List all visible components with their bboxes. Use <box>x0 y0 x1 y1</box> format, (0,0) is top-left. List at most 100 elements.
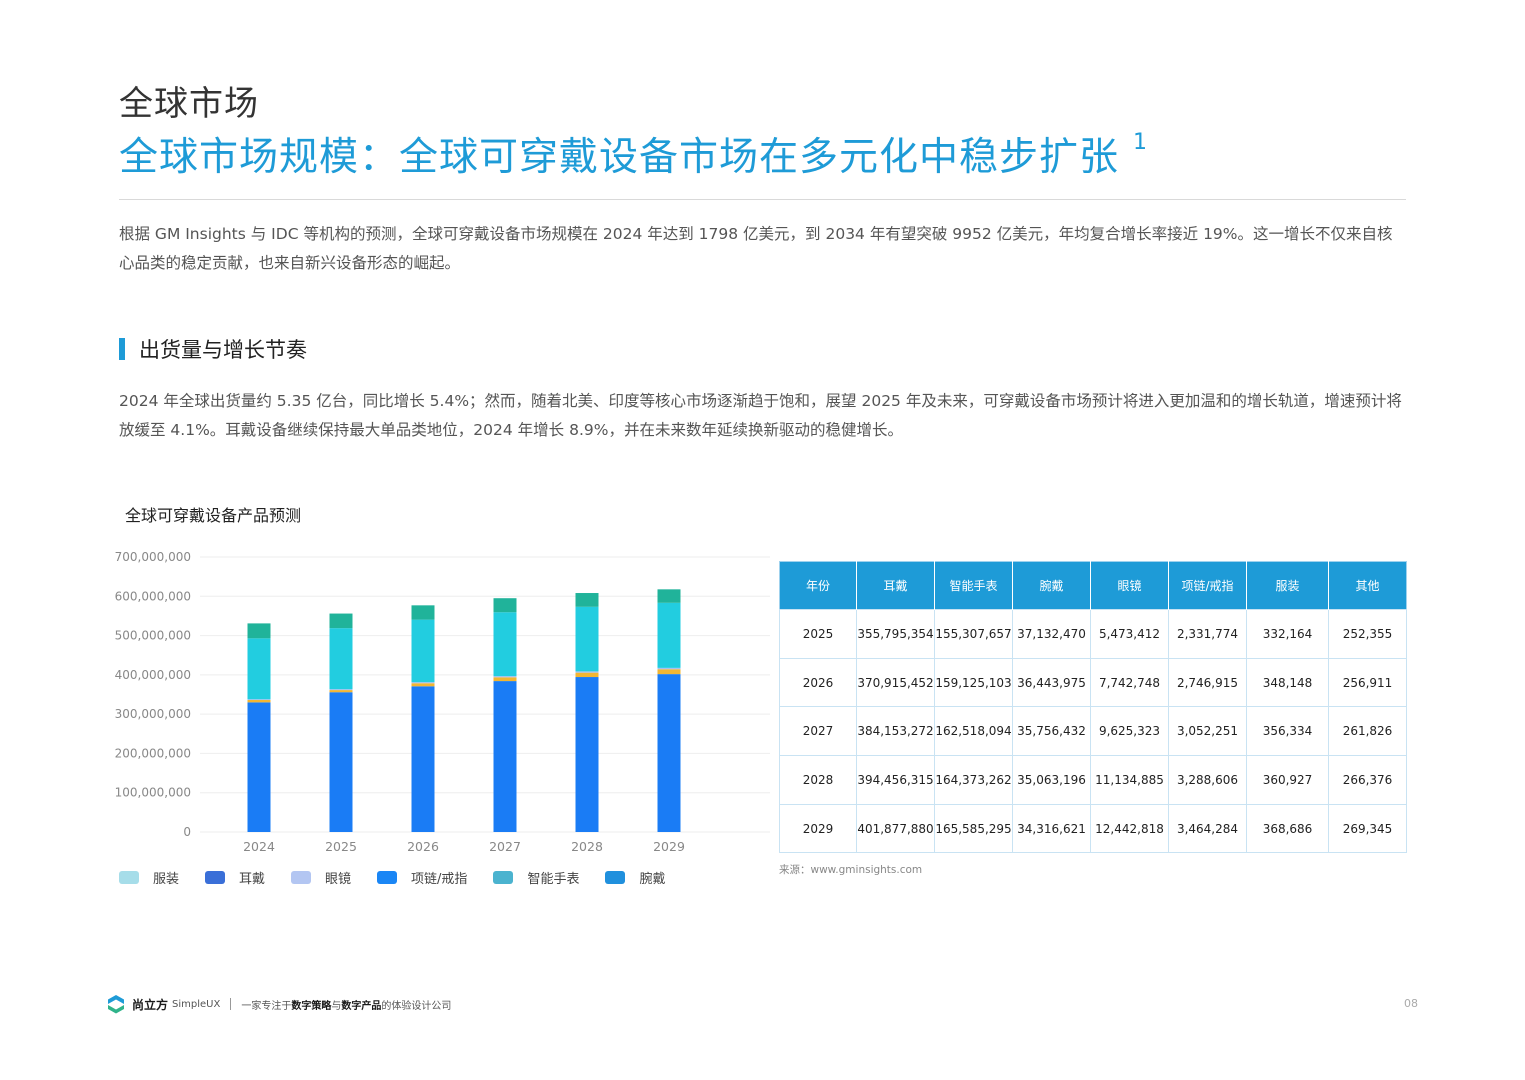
page-title: 全球市场规模：全球可穿戴设备市场在多元化中稳步扩张 1 <box>119 126 1148 182</box>
table-cell: 165,585,295 <box>934 803 1013 854</box>
footer: 尚立方 SimpleUX 一家专注于数字策略与数字产品的体验设计公司 <box>106 993 451 1015</box>
tagline-part: 的体验设计公司 <box>381 1000 452 1012</box>
table-row: 2029 401,877,880 165,585,295 34,316,621 12,4… <box>779 803 1407 854</box>
table-cell: 159,125,103 <box>934 657 1013 708</box>
table-cell: 2029 <box>779 803 857 854</box>
logo-shape <box>108 995 124 1004</box>
table-cell: 394,456,315 <box>856 755 935 805</box>
chart-title: 全球可穿戴设备产品预测 <box>125 506 302 525</box>
table-cell: 261,826 <box>1328 706 1407 757</box>
table-header-row: 年份 耳戴 智能手表 腕戴 眼镜 项链/戒指 服装 其他 <box>779 561 1407 610</box>
table-row: 2025 355,795,354 155,307,657 37,132,470 5,47… <box>779 609 1407 659</box>
legend-item[interactable]: 智能手表 <box>493 868 579 887</box>
intro-paragraph: 根据 GM Insights 与 IDC 等机构的预测，全球可穿戴设备市场规模在… <box>119 225 1393 272</box>
bar-segment[interactable] <box>657 669 681 675</box>
subsection-heading-text: 出货量与增长节奏 <box>139 338 307 362</box>
table-header-cell: 智能手表 <box>934 561 1013 610</box>
forecast-table: 年份 耳戴 智能手表 腕戴 眼镜 项链/戒指 服装 其他 2025 355,795,354 155… <box>779 561 1407 854</box>
bar-segment[interactable] <box>575 671 599 673</box>
table-cell: 370,915,452 <box>856 657 935 708</box>
y-tick-label: 700,000,000 <box>115 550 191 564</box>
tagline-part: 一家专注于 <box>241 1000 292 1012</box>
bar-segment[interactable] <box>411 605 435 620</box>
bar-segment[interactable] <box>657 589 681 603</box>
page-title-text: 全球市场规模：全球可穿戴设备市场在多元化中稳步扩张 <box>119 135 1120 180</box>
table-cell: 5,473,412 <box>1090 609 1169 659</box>
chart-legend: 服装 耳戴 眼镜 项链/戒指 智能手表 腕戴 <box>119 868 691 887</box>
table-header-cell: 服装 <box>1246 561 1329 610</box>
bar-segment[interactable] <box>657 602 681 668</box>
legend-item[interactable]: 耳戴 <box>205 868 265 887</box>
table-cell: 35,756,432 <box>1012 706 1091 757</box>
title-divider <box>119 199 1406 200</box>
table-cell: 2,331,774 <box>1168 609 1247 659</box>
table-header-cell: 耳戴 <box>856 561 935 610</box>
table-cell: 12,442,818 <box>1090 803 1169 854</box>
bar-segment[interactable] <box>247 702 271 832</box>
logo-shape <box>108 1005 124 1014</box>
bar-segment[interactable] <box>329 690 353 693</box>
y-tick-label: 400,000,000 <box>115 668 191 682</box>
legend-label: 服装 <box>153 872 180 887</box>
table-header-cell: 年份 <box>779 561 857 610</box>
table-cell: 401,877,880 <box>856 803 935 854</box>
y-tick-label: 100,000,000 <box>115 786 191 800</box>
bar-segment[interactable] <box>329 613 353 629</box>
legend-swatch <box>291 871 312 884</box>
x-tick-label: 2026 <box>407 839 439 854</box>
legend-swatch <box>205 871 226 884</box>
table-cell: 2028 <box>779 755 857 805</box>
footnote-marker[interactable]: 1 <box>1133 130 1149 155</box>
bar-segment[interactable] <box>247 638 271 700</box>
legend-label: 智能手表 <box>527 872 580 887</box>
legend-item[interactable]: 服装 <box>119 868 179 887</box>
bar-segment[interactable] <box>493 612 517 677</box>
bar-segment[interactable] <box>493 677 517 682</box>
x-tick-label: 2029 <box>653 839 685 854</box>
bar-segment[interactable] <box>411 619 435 683</box>
bar-segment[interactable] <box>657 674 681 832</box>
brand-logo-icon <box>108 995 124 1014</box>
x-tick-label: 2028 <box>571 839 603 854</box>
table-cell: 356,334 <box>1246 706 1329 757</box>
bar-segment[interactable] <box>411 683 435 687</box>
footer-separator <box>230 998 232 1010</box>
table-cell: 252,355 <box>1328 609 1407 659</box>
bar-segment[interactable] <box>657 667 681 670</box>
y-tick-label: 0 <box>183 825 191 839</box>
legend-item[interactable]: 项链/戒指 <box>377 868 467 887</box>
bar-segment[interactable] <box>493 681 517 832</box>
table-cell: 360,927 <box>1246 755 1329 805</box>
bar-segment[interactable] <box>247 623 271 639</box>
table-cell: 37,132,470 <box>1012 609 1091 659</box>
table-cell: 11,134,885 <box>1090 755 1169 805</box>
bar-segment[interactable] <box>575 606 599 672</box>
bar-segment[interactable] <box>247 699 271 700</box>
legend-label: 耳戴 <box>239 872 266 887</box>
bar-segment[interactable] <box>411 682 435 684</box>
bar-segment[interactable] <box>575 677 599 832</box>
subsection-paragraph: 2024 年全球出货量约 5.35 亿台，同比增长 5.4%；然而，随着北美、印… <box>119 392 1402 439</box>
table-row: 2028 394,456,315 164,373,262 35,063,196 11,1… <box>779 755 1407 805</box>
table-cell: 2026 <box>779 657 857 708</box>
heading-accent-bar <box>119 338 125 360</box>
bar-segment[interactable] <box>575 672 599 678</box>
bar-segment[interactable] <box>329 689 353 691</box>
legend-label: 眼镜 <box>325 872 352 887</box>
bar-segment[interactable] <box>493 676 517 678</box>
table-cell: 162,518,094 <box>934 706 1013 757</box>
bar-segment[interactable] <box>247 700 271 703</box>
table-cell: 384,153,272 <box>856 706 935 757</box>
subsection-heading: 出货量与增长节奏 <box>119 336 307 362</box>
x-tick-label: 2027 <box>489 839 521 854</box>
bar-segment[interactable] <box>493 598 517 613</box>
section-label: 全球市场 <box>119 84 259 124</box>
table-row: 2026 370,915,452 159,125,103 36,443,975 7,74… <box>779 657 1407 708</box>
legend-item[interactable]: 眼镜 <box>291 868 351 887</box>
legend-item[interactable]: 腕戴 <box>605 868 665 887</box>
bar-segment[interactable] <box>329 692 353 832</box>
table-cell: 368,686 <box>1246 803 1329 854</box>
bar-segment[interactable] <box>575 593 599 607</box>
bar-segment[interactable] <box>411 686 435 832</box>
bar-segment[interactable] <box>329 628 353 690</box>
